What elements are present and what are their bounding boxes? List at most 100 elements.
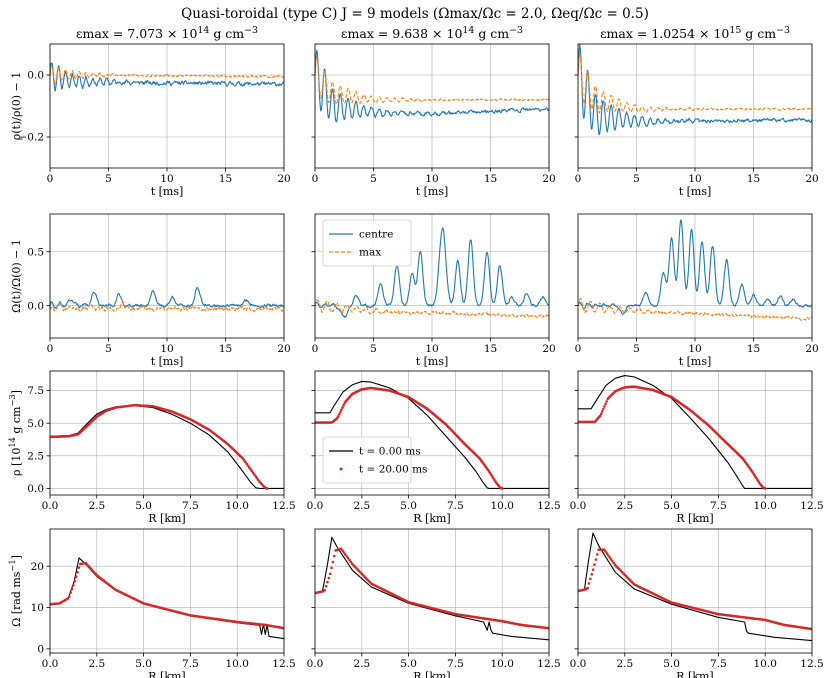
x-tick-label: 2.5 — [353, 658, 370, 670]
x-tick-label: 20 — [805, 173, 818, 185]
x-tick-label: 20 — [542, 343, 555, 355]
panel-r0c2: 0 5 10 15 20 t [ms] εmax = 1.0254 × 1015 g cm−… — [574, 25, 819, 198]
legend: centre max — [322, 219, 412, 267]
legend-label: max — [359, 247, 381, 259]
series-group — [578, 375, 812, 490]
x-tick-label: 7.5 — [710, 500, 727, 512]
x-tick-label: 5 — [370, 173, 377, 185]
x-tick-label: 10 — [688, 343, 701, 355]
data-point — [605, 400, 608, 403]
series-dots-t-20-00-ms — [50, 561, 284, 630]
data-point — [341, 406, 344, 409]
data-point — [332, 554, 336, 558]
data-point — [612, 561, 616, 565]
data-point — [70, 587, 74, 591]
x-axis-label: t [ms] — [679, 185, 712, 198]
panel-title: εmax = 7.073 × 1014 g cm−3 — [76, 25, 258, 42]
x-axis-label: R [km] — [676, 512, 713, 525]
x-tick-label: 5.0 — [135, 500, 152, 512]
data-point — [348, 558, 351, 562]
x-tick-label: 0 — [312, 173, 319, 185]
x-tick-label: 20 — [277, 343, 290, 355]
axes-frame — [577, 528, 813, 654]
series-line-centre — [50, 62, 284, 92]
y-axis-label: Ω [rad ms−1] — [7, 555, 23, 627]
x-tick-label: 10.0 — [754, 500, 777, 512]
panel-r2c2: 0.0 2.5 5.0 7.5 10.0 12.5 R [km] — [570, 370, 824, 525]
x-axis-label: t [ms] — [416, 355, 449, 368]
series-dots-t-20-00-ms — [50, 403, 269, 490]
x-tick-label: 10 — [160, 173, 173, 185]
x-tick-label: 7.5 — [447, 500, 464, 512]
x-tick-label: 20 — [805, 343, 818, 355]
data-point — [606, 554, 610, 557]
data-point — [349, 560, 353, 564]
x-tick-label: 2.5 — [616, 658, 633, 670]
y-axis-label: ρ [1014 g cm−3] — [7, 390, 23, 476]
axes-frame — [577, 370, 813, 496]
data-point — [66, 597, 70, 600]
series-line-centre — [315, 49, 549, 123]
x-tick-label: 15 — [484, 173, 497, 185]
x-tick-label: 5 — [633, 343, 640, 355]
x-tick-label: 7.5 — [182, 500, 199, 512]
x-tick-label: 0 — [575, 173, 582, 185]
x-tick-label: 12.5 — [537, 658, 560, 670]
data-point — [593, 563, 596, 566]
y-tick-label: 0.0 — [27, 483, 44, 495]
x-tick-label: 5.0 — [400, 500, 417, 512]
data-point — [602, 548, 606, 551]
y-tick-label: 20 — [31, 561, 44, 573]
data-point — [591, 568, 595, 572]
x-tick-label: 7.5 — [447, 658, 464, 670]
x-tick-label: 5 — [370, 343, 377, 355]
x-tick-label: 10 — [160, 343, 173, 355]
axes-frame — [314, 370, 550, 496]
series-line-t-0-00-ms — [50, 405, 284, 490]
data-point — [345, 554, 348, 558]
x-tick-label: 2.5 — [616, 500, 633, 512]
series-line-t-0-00-ms — [578, 532, 812, 642]
series-line-t-0-00-ms — [50, 557, 284, 640]
x-tick-label: 20 — [277, 173, 290, 185]
legend-label: t = 20.00 ms — [359, 464, 427, 476]
data-point — [67, 595, 71, 598]
data-point — [342, 551, 346, 554]
series-line-centre — [578, 44, 812, 136]
x-tick-label: 0 — [575, 343, 582, 355]
axes-frame — [49, 528, 285, 654]
data-point — [600, 410, 604, 413]
x-tick-label: 5.0 — [135, 658, 152, 670]
x-axis-label: R [km] — [148, 512, 185, 525]
data-point — [604, 402, 607, 406]
series-line-max — [578, 53, 812, 114]
x-tick-label: 15 — [747, 173, 760, 185]
x-axis-label: t [ms] — [416, 185, 449, 198]
data-point — [611, 559, 614, 563]
legend-marker — [339, 467, 343, 471]
y-tick-label: 0 — [37, 643, 44, 655]
x-tick-label: 5.0 — [663, 500, 680, 512]
data-point — [763, 487, 767, 490]
x-tick-label: 5.0 — [400, 658, 417, 670]
y-tick-label: 0.0 — [27, 70, 44, 82]
series-line-max — [50, 300, 284, 313]
x-tick-label: 10 — [425, 173, 438, 185]
data-point — [74, 575, 78, 579]
x-tick-label: 10.0 — [491, 658, 514, 670]
x-tick-label: 5 — [105, 343, 112, 355]
data-point — [336, 415, 340, 418]
data-point — [586, 586, 589, 590]
data-point — [341, 549, 344, 552]
x-axis-label: R [km] — [148, 670, 185, 678]
series-group — [315, 536, 549, 641]
data-point — [330, 566, 333, 570]
data-point — [589, 577, 592, 581]
x-tick-label: 12.5 — [800, 658, 823, 670]
series-group — [50, 557, 284, 640]
x-tick-label: 2.5 — [353, 500, 370, 512]
data-point — [328, 572, 332, 576]
x-tick-label: 15 — [747, 343, 760, 355]
data-point — [337, 413, 341, 416]
